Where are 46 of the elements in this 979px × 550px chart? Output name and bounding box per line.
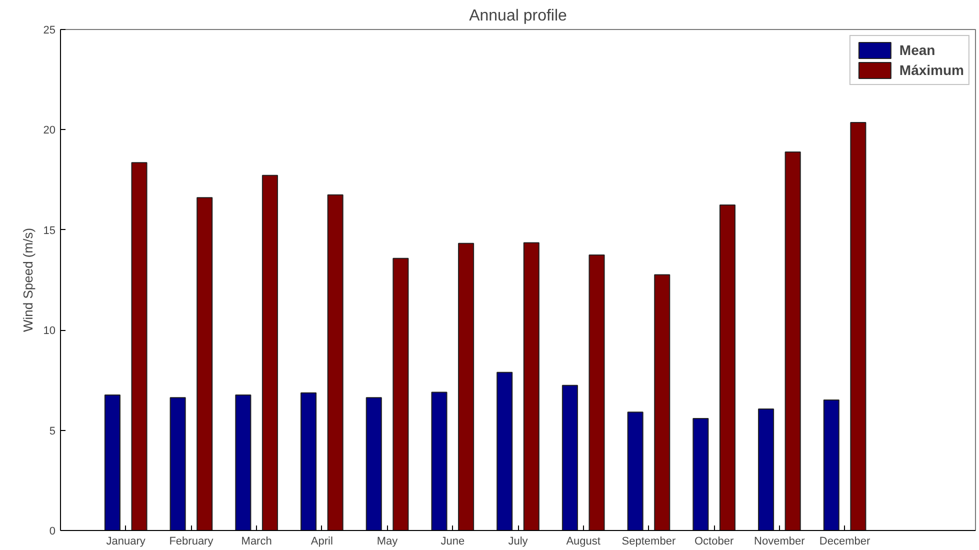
x-tick-label: October <box>694 536 734 548</box>
y-tick-label: 20 <box>43 124 56 137</box>
chart-title: Annual profile <box>469 8 568 24</box>
bar <box>850 122 866 530</box>
bar <box>131 162 148 530</box>
legend-label: Mean <box>899 41 936 60</box>
bar <box>562 384 578 530</box>
y-tick-label: 5 <box>49 425 56 438</box>
bar <box>692 418 709 530</box>
bar <box>235 394 252 530</box>
bar <box>327 194 344 530</box>
bar <box>758 408 774 530</box>
bar <box>523 242 540 530</box>
bar <box>431 392 448 530</box>
x-tick-label: February <box>169 536 214 548</box>
bar <box>496 372 513 530</box>
bar <box>262 174 278 530</box>
legend-label: Máximum <box>899 61 964 80</box>
x-tick-label: November <box>754 536 806 548</box>
bar <box>823 400 840 530</box>
bar <box>654 274 670 530</box>
bar <box>392 258 409 530</box>
bar <box>104 394 120 530</box>
x-tick-label: January <box>106 536 146 548</box>
x-tick-label: March <box>241 536 272 548</box>
x-tick-label: June <box>440 536 465 548</box>
x-tick-label: April <box>310 536 333 548</box>
bar <box>588 254 605 530</box>
x-tick-label: August <box>566 536 600 548</box>
bar <box>196 197 213 530</box>
bar <box>170 397 186 530</box>
bar <box>784 151 801 530</box>
bar <box>627 412 644 530</box>
y-tick-label: 25 <box>43 24 56 36</box>
bar <box>719 204 736 530</box>
bar <box>458 242 474 530</box>
x-tick-label: December <box>819 536 870 548</box>
y-tick-label: 0 <box>49 526 56 538</box>
y-axis-title: Wind Speed (m/s) <box>20 228 36 332</box>
bar <box>366 397 382 530</box>
y-tick-label: 10 <box>43 325 56 338</box>
x-tick-label: July <box>508 536 528 548</box>
y-tick-label: 15 <box>43 224 56 237</box>
x-tick-label: September <box>622 536 676 548</box>
x-tick-label: May <box>376 536 398 548</box>
bar <box>300 392 317 530</box>
